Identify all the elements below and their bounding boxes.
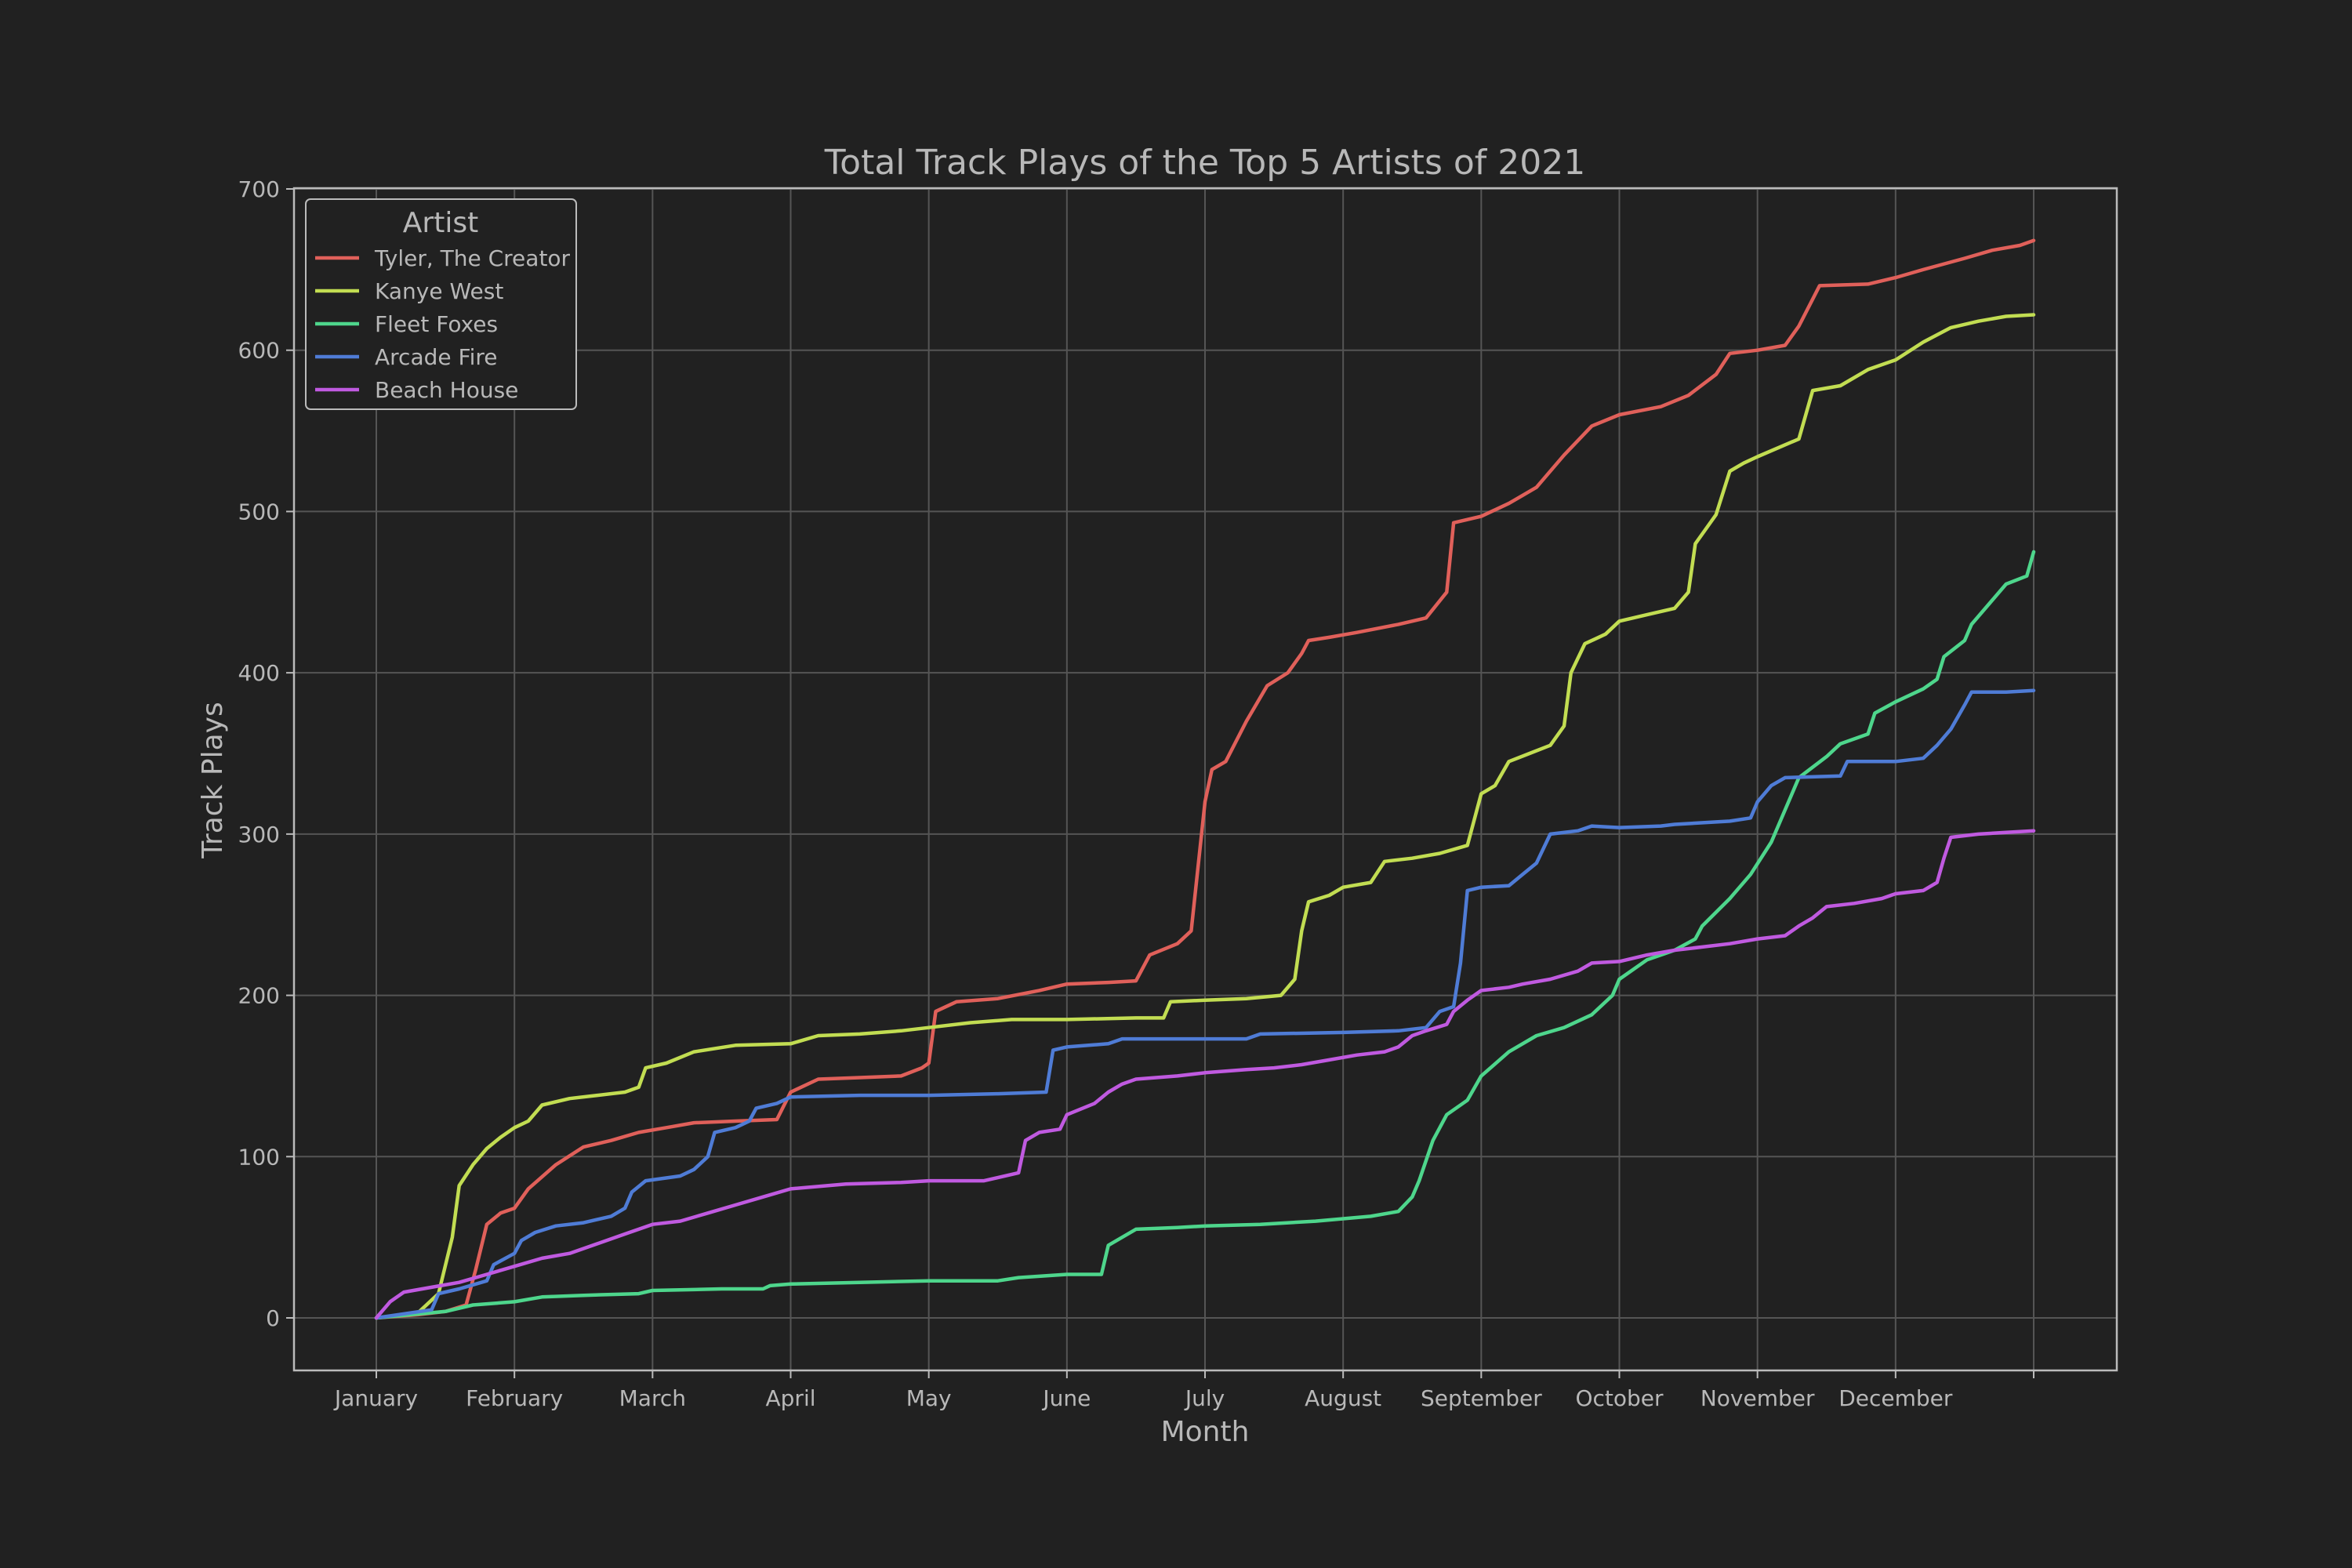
y-axis-ticks: 0 100 200 300 400 500 600 700 (238, 176, 294, 1331)
legend-items: Tyler, The Creator Kanye West Fleet Foxes A… (315, 245, 571, 403)
x-axis-ticks: January February March April May June July Augu… (333, 1370, 2034, 1411)
x-tick-label: December (1838, 1385, 1953, 1411)
legend-label: Kanye West (375, 278, 503, 304)
series-line-5 (374, 829, 2036, 1320)
y-tick-label: 600 (238, 338, 280, 364)
x-tick-label: March (619, 1385, 686, 1411)
legend: Artist Tyler, The Creator Kanye West Fleet… (305, 198, 577, 410)
x-tick-label: June (1041, 1385, 1091, 1411)
y-tick-label: 400 (238, 660, 280, 686)
y-tick-label: 200 (238, 983, 280, 1009)
legend-label: Arcade Fire (375, 344, 497, 370)
x-tick-label: April (766, 1385, 816, 1411)
x-tick-label: November (1700, 1385, 1815, 1411)
x-tick-label: January (333, 1385, 418, 1411)
y-tick-label: 0 (266, 1305, 280, 1331)
x-tick-label: February (466, 1385, 563, 1411)
series-line-3 (374, 550, 2036, 1320)
legend-label: Fleet Foxes (375, 311, 498, 337)
y-tick-label: 300 (238, 822, 280, 848)
series-lines (374, 238, 2036, 1320)
legend-label: Tyler, The Creator (374, 245, 571, 271)
y-axis-label: Track Plays (197, 702, 229, 858)
x-tick-label: October (1575, 1385, 1664, 1411)
series-line-2 (374, 313, 2036, 1320)
series-line-4 (374, 688, 2036, 1320)
y-tick-label: 500 (238, 499, 280, 524)
legend-title: Artist (403, 207, 478, 239)
x-tick-label: May (906, 1385, 952, 1411)
legend-box (305, 198, 577, 410)
y-tick-label: 100 (238, 1144, 280, 1170)
chart-title: Total Track Plays of the Top 5 Artists o… (824, 143, 1585, 183)
x-tick-label: July (1184, 1385, 1225, 1411)
x-tick-label: September (1421, 1385, 1542, 1411)
y-tick-label: 700 (238, 176, 280, 202)
x-axis-label: Month (1161, 1416, 1250, 1448)
x-tick-label: August (1305, 1385, 1381, 1411)
legend-label: Beach House (375, 377, 518, 403)
series-line-1 (374, 238, 2036, 1320)
